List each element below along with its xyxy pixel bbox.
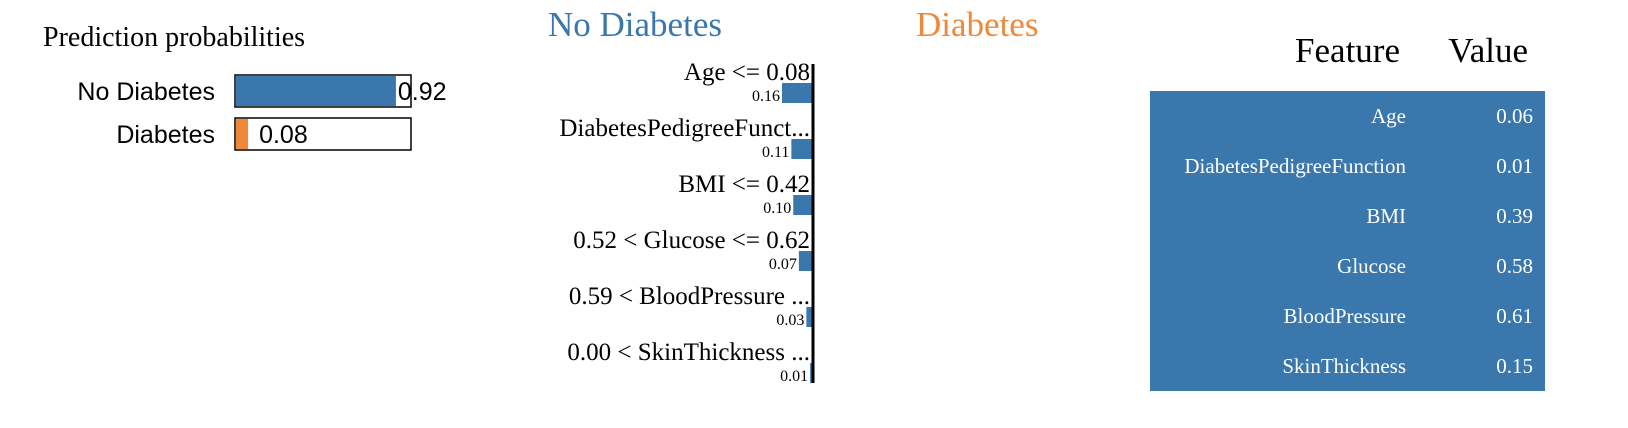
feature-condition-label: 0.59 < BloodPressure ... — [569, 283, 810, 310]
positive-class-label: Diabetes — [916, 5, 1038, 44]
probability-value-label: 0.08 — [259, 121, 308, 149]
contribution-bar — [798, 251, 812, 271]
feature-condition-label: DiabetesPedigreeFunct... — [559, 115, 810, 142]
contribution-value-label: 0.01 — [780, 368, 808, 385]
contribution-bar — [793, 195, 812, 215]
table-value-cell: 0.61 — [1496, 304, 1533, 328]
feature-condition-label: 0.00 < SkinThickness ... — [567, 339, 810, 366]
feature-value-table: Feature Value Age 0.06 DiabetesPedigreeFun… — [1150, 31, 1545, 391]
table-value-cell: 0.01 — [1496, 154, 1533, 178]
negative-class-label: No Diabetes — [548, 5, 722, 44]
contribution-value-label: 0.07 — [769, 256, 797, 273]
prediction-probabilities-panel: Prediction probabilities No Diabetes 0.92… — [43, 22, 447, 151]
contribution-bar — [810, 363, 812, 383]
contribution-value-label: 0.03 — [776, 312, 804, 329]
table-value-cell: 0.58 — [1496, 254, 1533, 278]
contribution-bar — [806, 307, 812, 327]
table-body: Age 0.06 DiabetesPedigreeFunction 0.01 BMI 0.… — [1184, 104, 1533, 378]
probability-bar — [236, 76, 396, 106]
table-feature-cell: Glucose — [1337, 254, 1406, 278]
feature-condition-label: 0.52 < Glucose <= 0.62 — [573, 227, 810, 254]
table-feature-cell: BloodPressure — [1284, 304, 1407, 328]
probability-category-label: No Diabetes — [77, 78, 215, 106]
probabilities-bars: No Diabetes 0.92 Diabetes 0.08 — [77, 74, 447, 151]
contribution-bar — [782, 83, 812, 103]
table-header-value: Value — [1448, 31, 1528, 70]
contribution-bars: Age <= 0.08 0.16 DiabetesPedigreeFunct... 0… — [559, 59, 812, 385]
probability-category-label: Diabetes — [116, 121, 215, 149]
table-background — [1150, 91, 1545, 391]
table-feature-cell: SkinThickness — [1282, 354, 1406, 378]
feature-contributions-panel: No Diabetes Diabetes Age <= 0.08 0.16 Diab… — [548, 5, 1038, 385]
feature-condition-label: Age <= 0.08 — [684, 59, 810, 86]
table-value-cell: 0.39 — [1496, 204, 1533, 228]
feature-condition-label: BMI <= 0.42 — [678, 171, 810, 198]
contribution-bar — [791, 139, 812, 159]
table-feature-cell: DiabetesPedigreeFunction — [1184, 154, 1406, 178]
contribution-value-label: 0.11 — [762, 144, 789, 161]
probability-bar — [236, 119, 249, 149]
table-feature-cell: Age — [1371, 104, 1406, 128]
probabilities-title: Prediction probabilities — [43, 22, 305, 53]
contribution-value-label: 0.16 — [752, 88, 780, 105]
table-feature-cell: BMI — [1366, 204, 1406, 228]
contribution-value-label: 0.10 — [763, 200, 791, 217]
table-value-cell: 0.15 — [1496, 354, 1533, 378]
probability-bar-outline — [234, 117, 412, 151]
table-value-cell: 0.06 — [1496, 104, 1533, 128]
table-header-feature: Feature — [1295, 31, 1400, 70]
probability-value-label: 0.92 — [398, 78, 447, 106]
